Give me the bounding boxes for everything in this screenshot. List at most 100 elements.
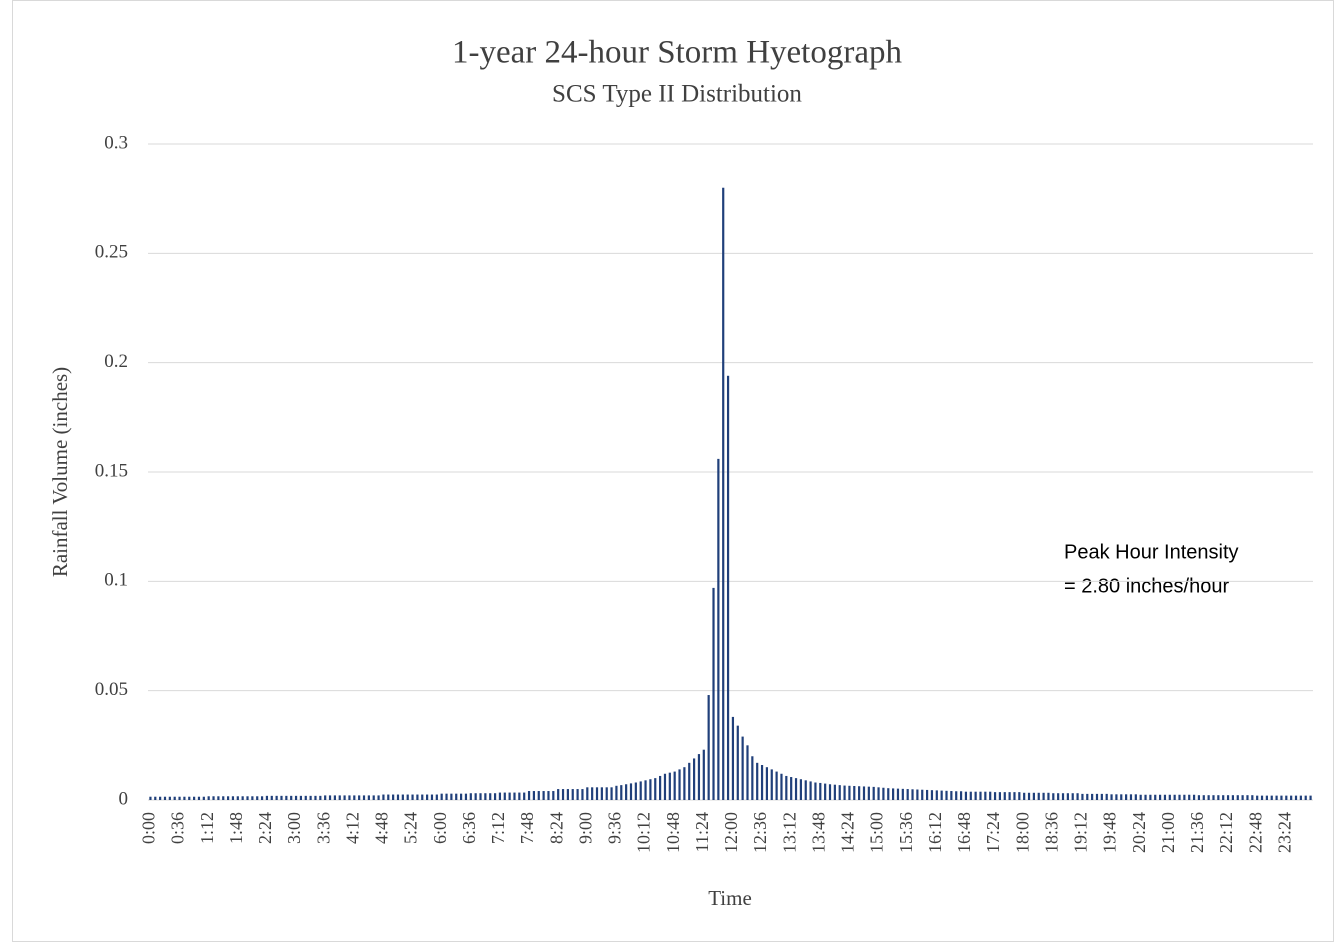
x-tick-label: 5:24 — [401, 812, 421, 844]
bar — [692, 758, 696, 800]
bar — [348, 795, 351, 800]
bar — [605, 787, 608, 800]
x-tick-label: 22:12 — [1216, 812, 1236, 853]
x-tick-label: 10:48 — [663, 812, 683, 853]
bar — [799, 779, 802, 800]
bar — [591, 787, 594, 800]
bar — [1144, 794, 1147, 800]
chart-subtitle: SCS Type II Distribution — [552, 81, 802, 108]
bar — [610, 787, 613, 800]
bar — [785, 775, 788, 800]
y-tick-label: 0.15 — [95, 460, 128, 481]
bar — [736, 725, 739, 800]
bar — [358, 795, 361, 800]
bar — [649, 779, 652, 800]
bar — [1202, 795, 1205, 800]
bar — [746, 745, 749, 800]
bar — [503, 792, 506, 800]
bar — [945, 790, 948, 800]
bar — [231, 796, 235, 800]
bar — [183, 796, 186, 800]
bar — [464, 793, 468, 800]
bar — [586, 787, 589, 800]
bar — [940, 790, 943, 800]
bar — [819, 782, 822, 800]
bar — [853, 786, 856, 800]
bar — [1018, 792, 1021, 800]
bar — [707, 695, 710, 800]
bar — [1115, 794, 1118, 800]
bar — [989, 791, 992, 800]
bar — [207, 796, 210, 800]
bar — [1071, 793, 1074, 800]
bar — [867, 786, 870, 800]
bar — [629, 783, 633, 800]
bar — [440, 793, 443, 800]
bar — [459, 793, 463, 800]
bar — [290, 795, 293, 800]
bar — [848, 785, 851, 800]
bar — [324, 795, 327, 800]
bar — [188, 796, 191, 800]
bar — [770, 769, 773, 800]
bar — [969, 791, 972, 800]
annotation: Peak Hour Intensity — [1064, 541, 1239, 563]
bar — [256, 796, 259, 800]
bar — [712, 587, 715, 800]
bar — [168, 796, 171, 800]
bar — [537, 791, 540, 800]
bar — [877, 787, 880, 800]
bar — [479, 793, 482, 800]
bar — [236, 796, 239, 800]
bar — [178, 796, 181, 800]
x-tick-label: 22:48 — [1245, 812, 1265, 853]
bar — [1270, 795, 1273, 800]
bar — [780, 773, 783, 800]
bar — [678, 769, 681, 800]
bar — [382, 794, 385, 800]
bar — [1290, 795, 1293, 800]
bar — [217, 796, 220, 800]
bar — [1100, 793, 1103, 800]
bar — [1168, 794, 1171, 800]
bar — [634, 782, 637, 800]
bar — [1037, 792, 1040, 800]
bar — [552, 791, 555, 800]
bar — [896, 788, 900, 800]
x-tick-label: 11:24 — [692, 812, 712, 852]
bar — [173, 796, 176, 800]
bar — [1251, 795, 1254, 800]
bar — [1095, 793, 1099, 800]
bar — [1154, 794, 1157, 800]
bar — [260, 796, 264, 800]
bar — [756, 762, 759, 800]
bar — [1008, 792, 1011, 800]
bar — [416, 794, 419, 800]
x-tick-label: 4:48 — [372, 812, 392, 844]
x-axis-label: Time — [708, 886, 752, 910]
bar — [493, 793, 497, 800]
x-tick-label: 13:48 — [808, 812, 828, 853]
x-tick-label: 7:12 — [488, 812, 508, 844]
bar — [1158, 794, 1162, 800]
bar — [790, 777, 793, 800]
x-tick-label: 16:48 — [954, 812, 974, 853]
bar — [1222, 795, 1225, 800]
bar — [892, 788, 895, 800]
bar — [251, 796, 254, 800]
bar — [508, 792, 511, 800]
bar — [571, 789, 574, 800]
bar — [1023, 792, 1026, 800]
bar — [595, 787, 599, 800]
x-tick-label: 12:36 — [750, 812, 770, 853]
chart-title: 1-year 24-hour Storm Hyetograph — [452, 35, 902, 71]
bar — [668, 772, 671, 800]
bar — [309, 795, 312, 800]
x-tick-label: 15:00 — [867, 812, 887, 853]
bar — [396, 794, 400, 800]
bar — [1027, 792, 1031, 800]
bar — [581, 789, 584, 800]
bar — [998, 792, 1002, 800]
bar — [1129, 794, 1133, 800]
bar — [979, 791, 982, 800]
